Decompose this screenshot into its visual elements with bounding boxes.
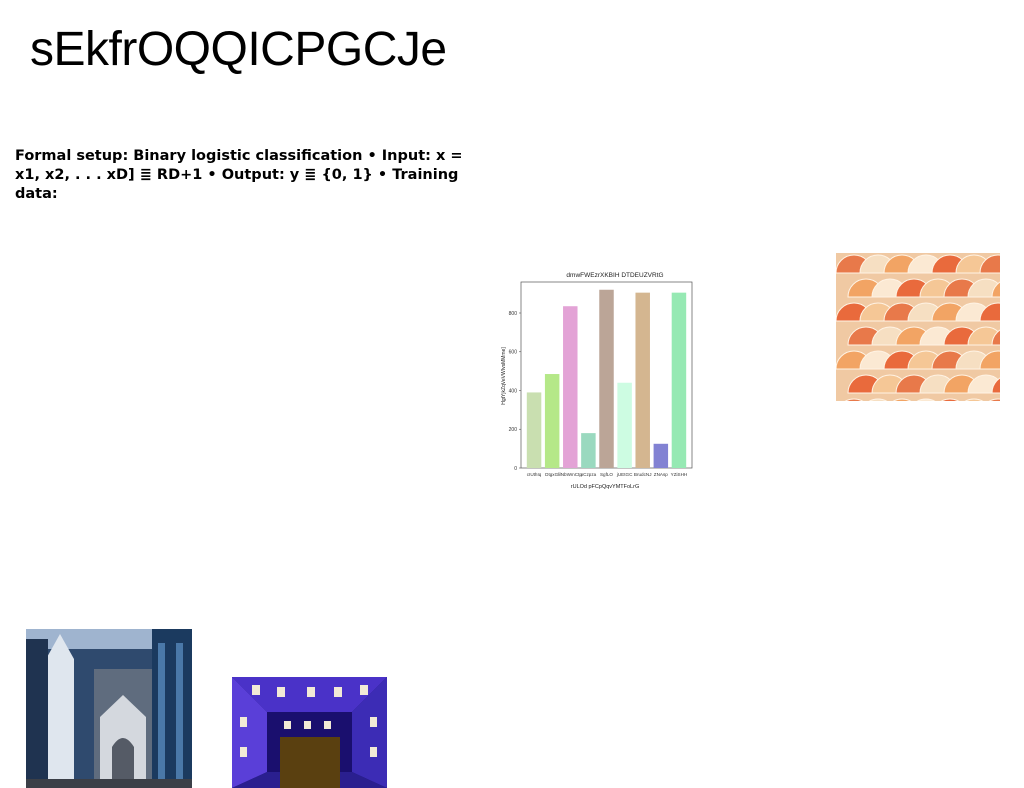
tile-shape	[988, 398, 1000, 401]
x-tick-label: cIUthIq	[527, 472, 542, 477]
tile-shape	[844, 398, 864, 401]
x-tick-label: pCzpza	[581, 472, 597, 477]
y-tick-label: 200	[509, 427, 518, 433]
bar	[635, 292, 650, 468]
page-title: sEkfrOQQICPGCJe	[30, 23, 447, 76]
x-tick-label: ZNAsp	[654, 472, 668, 477]
bar	[581, 433, 596, 468]
tile-shape	[868, 398, 888, 401]
x-tick-label: DtgxGl	[545, 472, 559, 477]
formal-setup-text: Formal setup: Binary logistic classifica…	[15, 147, 485, 204]
x-tick-label: jUEtGC	[616, 472, 633, 477]
bar	[653, 443, 669, 468]
tile-shape	[967, 374, 1000, 394]
chart-title: dmwFWEzrXKBIH DTDEUZVRtG	[566, 272, 663, 279]
y-tick-label: 0	[514, 466, 517, 472]
y-tick-label: 400	[509, 388, 518, 394]
tile-shape	[991, 329, 1000, 346]
tile-shape	[964, 398, 984, 401]
tile-shape	[979, 302, 1000, 322]
tile-shape	[940, 398, 960, 401]
y-tick-label: 800	[509, 311, 518, 317]
x-axis-label: rULOd pFCpQqvYMTFoLrG	[571, 484, 639, 490]
tile-shape	[991, 377, 1000, 394]
setup-line-1: Formal setup: Binary logistic classifica…	[15, 148, 463, 164]
bar	[563, 306, 578, 468]
bar	[617, 382, 632, 468]
bar	[544, 374, 560, 468]
bar	[599, 289, 614, 468]
x-tick-label: ilNbWmCtp	[559, 472, 583, 477]
tile-shape	[916, 398, 936, 401]
tile-shape	[979, 350, 1000, 370]
x-tick-label: YZiSHH	[671, 472, 688, 477]
street-church-image	[26, 629, 192, 788]
tile-shape	[991, 281, 1000, 298]
y-tick-label: 600	[509, 350, 518, 356]
bar	[671, 292, 687, 468]
purple-courtyard-image	[232, 677, 387, 788]
tile-shape	[967, 278, 1000, 298]
abstract-tiles-image	[836, 253, 1000, 401]
tile-shape	[979, 254, 1000, 274]
x-tick-label: BrudcNJ	[634, 472, 652, 477]
bar-chart: dmwFWEzrXKBIH DTDEUZVRtG 0 200 400 600 800 cI…	[501, 272, 693, 490]
y-axis-label: HgtYjkZqVeVWIvsMMme]	[501, 347, 507, 405]
bar	[526, 392, 542, 468]
tile-shape	[967, 326, 1000, 346]
tile-shape	[892, 398, 912, 401]
setup-line-2: x1, x2, . . . xD] ≣ RD+1 • Output: y ≣ {…	[15, 167, 459, 202]
x-tick-label: SgfLO	[600, 472, 613, 477]
